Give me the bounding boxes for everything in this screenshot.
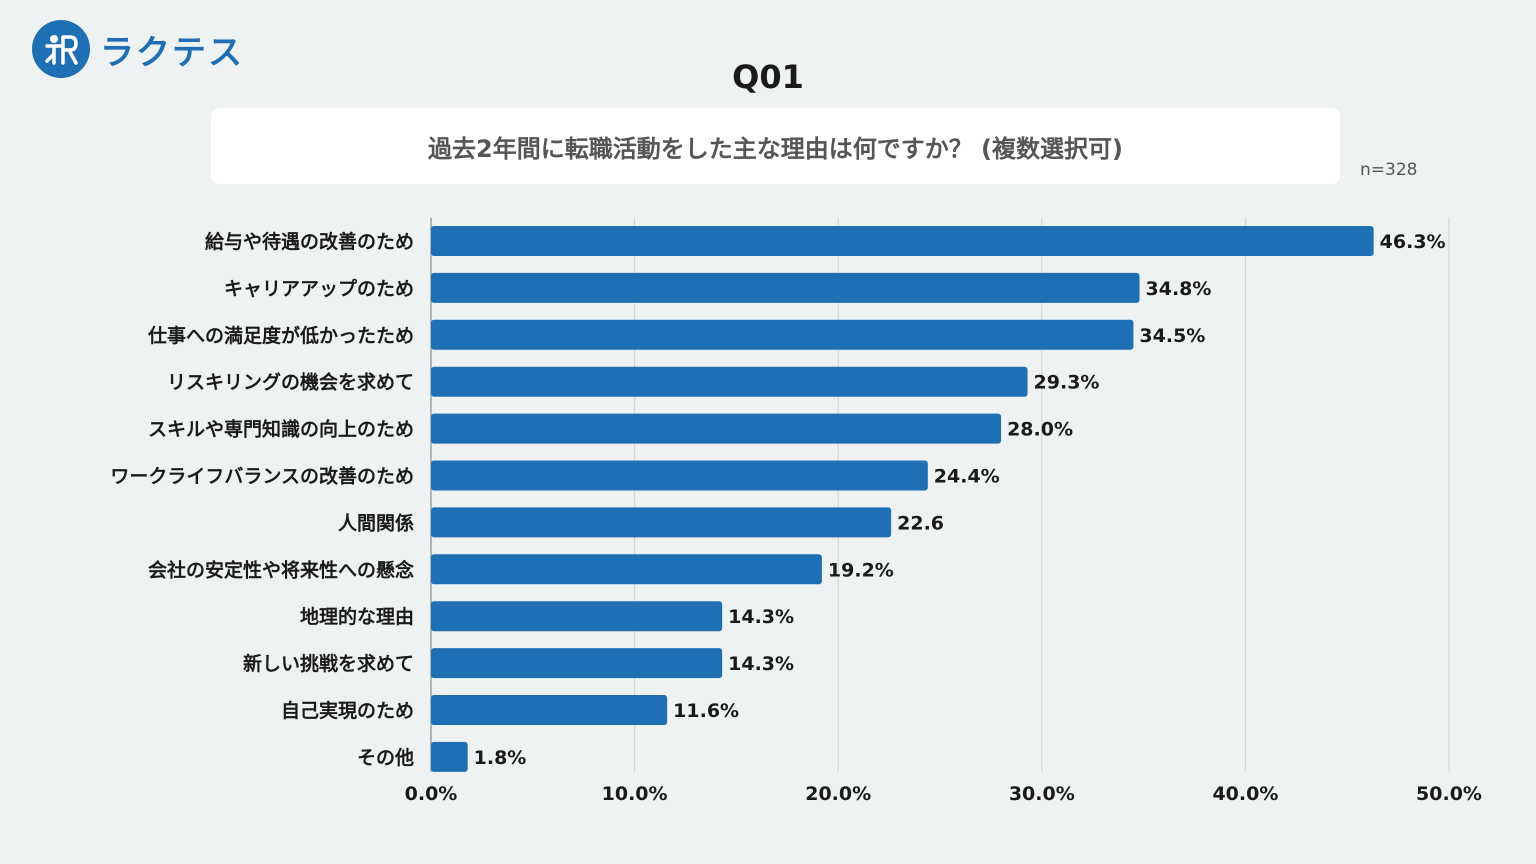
bar bbox=[431, 366, 1028, 397]
data-label: 1.8% bbox=[474, 747, 527, 769]
bar bbox=[431, 507, 892, 538]
bar bbox=[431, 226, 1374, 256]
category-label: 仕事への満足度が低かったため bbox=[147, 324, 414, 347]
data-label: 22.6 bbox=[897, 512, 944, 534]
data-label: 14.3% bbox=[728, 606, 794, 628]
sample-size: n=328 bbox=[1360, 160, 1418, 180]
data-label: 11.6% bbox=[673, 700, 739, 722]
bar bbox=[431, 601, 723, 632]
category-label: スキルや専門知識の向上のため bbox=[148, 418, 414, 441]
category-label: 自己実現のため bbox=[281, 699, 414, 722]
data-label: 19.2% bbox=[828, 559, 894, 581]
bar bbox=[431, 460, 928, 491]
category-label: 新しい挑戦を求めて bbox=[243, 652, 414, 675]
x-tick-label: 30.0% bbox=[1009, 783, 1075, 805]
question-number: Q01 bbox=[732, 58, 804, 96]
bar bbox=[431, 319, 1134, 350]
x-tick-label: 20.0% bbox=[805, 783, 871, 805]
category-label: リスキリングの機会を求めて bbox=[167, 371, 414, 394]
data-label: 14.3% bbox=[728, 653, 794, 675]
question-title: 過去2年間に転職活動をした主な理由は何ですか？ (複数選択可) bbox=[428, 134, 1123, 163]
bar bbox=[431, 272, 1140, 303]
category-label: その他 bbox=[357, 746, 414, 769]
category-label: 地理的な理由 bbox=[300, 605, 414, 628]
category-label: 会社の安定性や将来性への懸念 bbox=[148, 558, 414, 581]
data-label: 28.0% bbox=[1007, 419, 1073, 441]
x-tick-label: 40.0% bbox=[1212, 783, 1278, 805]
brand-logo: ラクテス bbox=[32, 20, 244, 78]
bar bbox=[431, 648, 723, 679]
category-label: 人間関係 bbox=[338, 511, 414, 534]
bar bbox=[431, 695, 668, 725]
data-label: 29.3% bbox=[1034, 372, 1100, 394]
data-label: 34.5% bbox=[1139, 325, 1205, 347]
category-label: 給与や待遇の改善のため bbox=[205, 230, 414, 253]
bar bbox=[431, 741, 468, 772]
data-label: 24.4% bbox=[934, 466, 1000, 488]
bar bbox=[431, 413, 1002, 444]
x-tick-label: 10.0% bbox=[602, 783, 668, 805]
x-tick-label: 0.0% bbox=[405, 783, 458, 805]
category-label: キャリアアップのため bbox=[224, 277, 414, 300]
bar bbox=[431, 554, 822, 585]
data-label: 34.8% bbox=[1146, 278, 1212, 300]
logo-mark-icon bbox=[32, 20, 90, 78]
logo-text: ラクテス bbox=[100, 32, 244, 73]
x-tick-label: 50.0% bbox=[1416, 783, 1482, 805]
data-label: 46.3% bbox=[1380, 231, 1446, 253]
category-label: ワークライフバランスの改善のため bbox=[110, 465, 414, 488]
question-box: 過去2年間に転職活動をした主な理由は何ですか？ (複数選択可) bbox=[211, 108, 1340, 184]
